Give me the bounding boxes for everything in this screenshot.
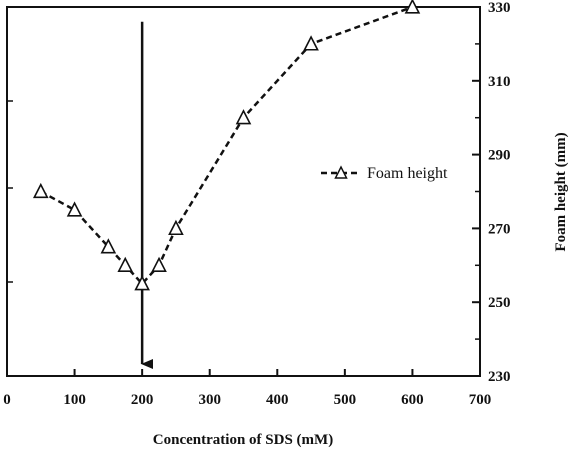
data-point [32,182,49,199]
x-tick-label: 500 [334,392,357,408]
data-point [151,256,167,272]
legend: Foam height [321,165,448,182]
data-point [117,256,134,272]
data-point [168,219,184,236]
x-tick-label: 200 [131,392,154,408]
y-tick-label: 250 [488,295,511,311]
legend-label: Foam height [367,165,448,182]
data-point [100,238,117,254]
x-tick-label: 700 [469,392,492,408]
data-point [66,201,83,217]
y-tick-label: 230 [488,369,511,385]
data-point [404,0,421,14]
y-tick-label: 290 [488,148,511,164]
y-axis-right: 230 250 270 290 310 330 [7,0,511,385]
series-layer [32,0,421,291]
data-point [303,35,319,51]
y-tick-label: 330 [488,0,511,16]
x-tick-label: 400 [266,392,289,408]
series-line [40,5,413,286]
y-axis-label: Foam height (mm) [553,132,569,251]
y-tick-label: 270 [488,221,511,237]
x-tick-label: 300 [198,392,221,408]
x-tick-label: 600 [401,392,424,408]
legend-marker [334,165,348,179]
x-axis-label: Concentration of SDS (mM) [153,432,333,448]
y-tick-label: 310 [488,74,511,90]
data-point [235,109,252,125]
x-tick-label: 100 [63,392,86,408]
x-axis: 0 100 200 300 400 500 600 700 [3,369,491,408]
data-point [134,275,150,291]
plot-frame [6,6,481,377]
x-tick-label: 0 [3,392,11,408]
